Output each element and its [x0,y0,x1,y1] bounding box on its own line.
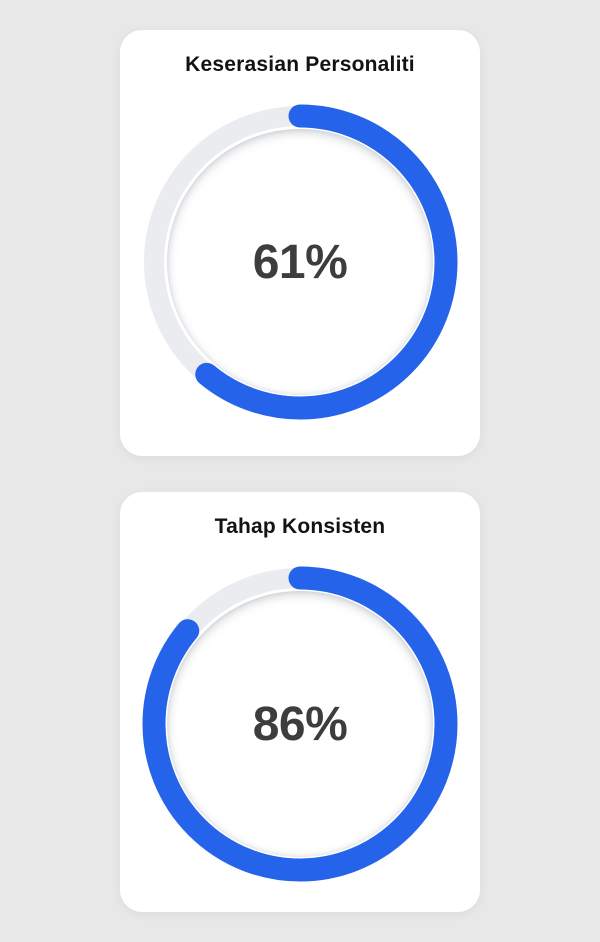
progress-arc [142,104,458,420]
progress-arc [142,566,458,882]
progress-ring-svg [142,104,458,420]
progress-ring: 86% [142,566,458,882]
card-title: Keserasian Personaliti [185,53,415,76]
progress-ring: 61% [142,104,458,420]
progress-ring-svg [142,566,458,882]
percent-value: 61% [252,235,348,289]
stat-card-keserasian-personaliti: Keserasian Personaliti 61% [120,30,480,456]
ring-inner-circle: 61% [167,129,433,395]
stat-card-tahap-konsisten: Tahap Konsisten 86% [120,492,480,912]
ring-inner-circle: 86% [167,591,433,857]
percent-value: 86% [252,697,348,751]
card-title: Tahap Konsisten [214,515,386,538]
